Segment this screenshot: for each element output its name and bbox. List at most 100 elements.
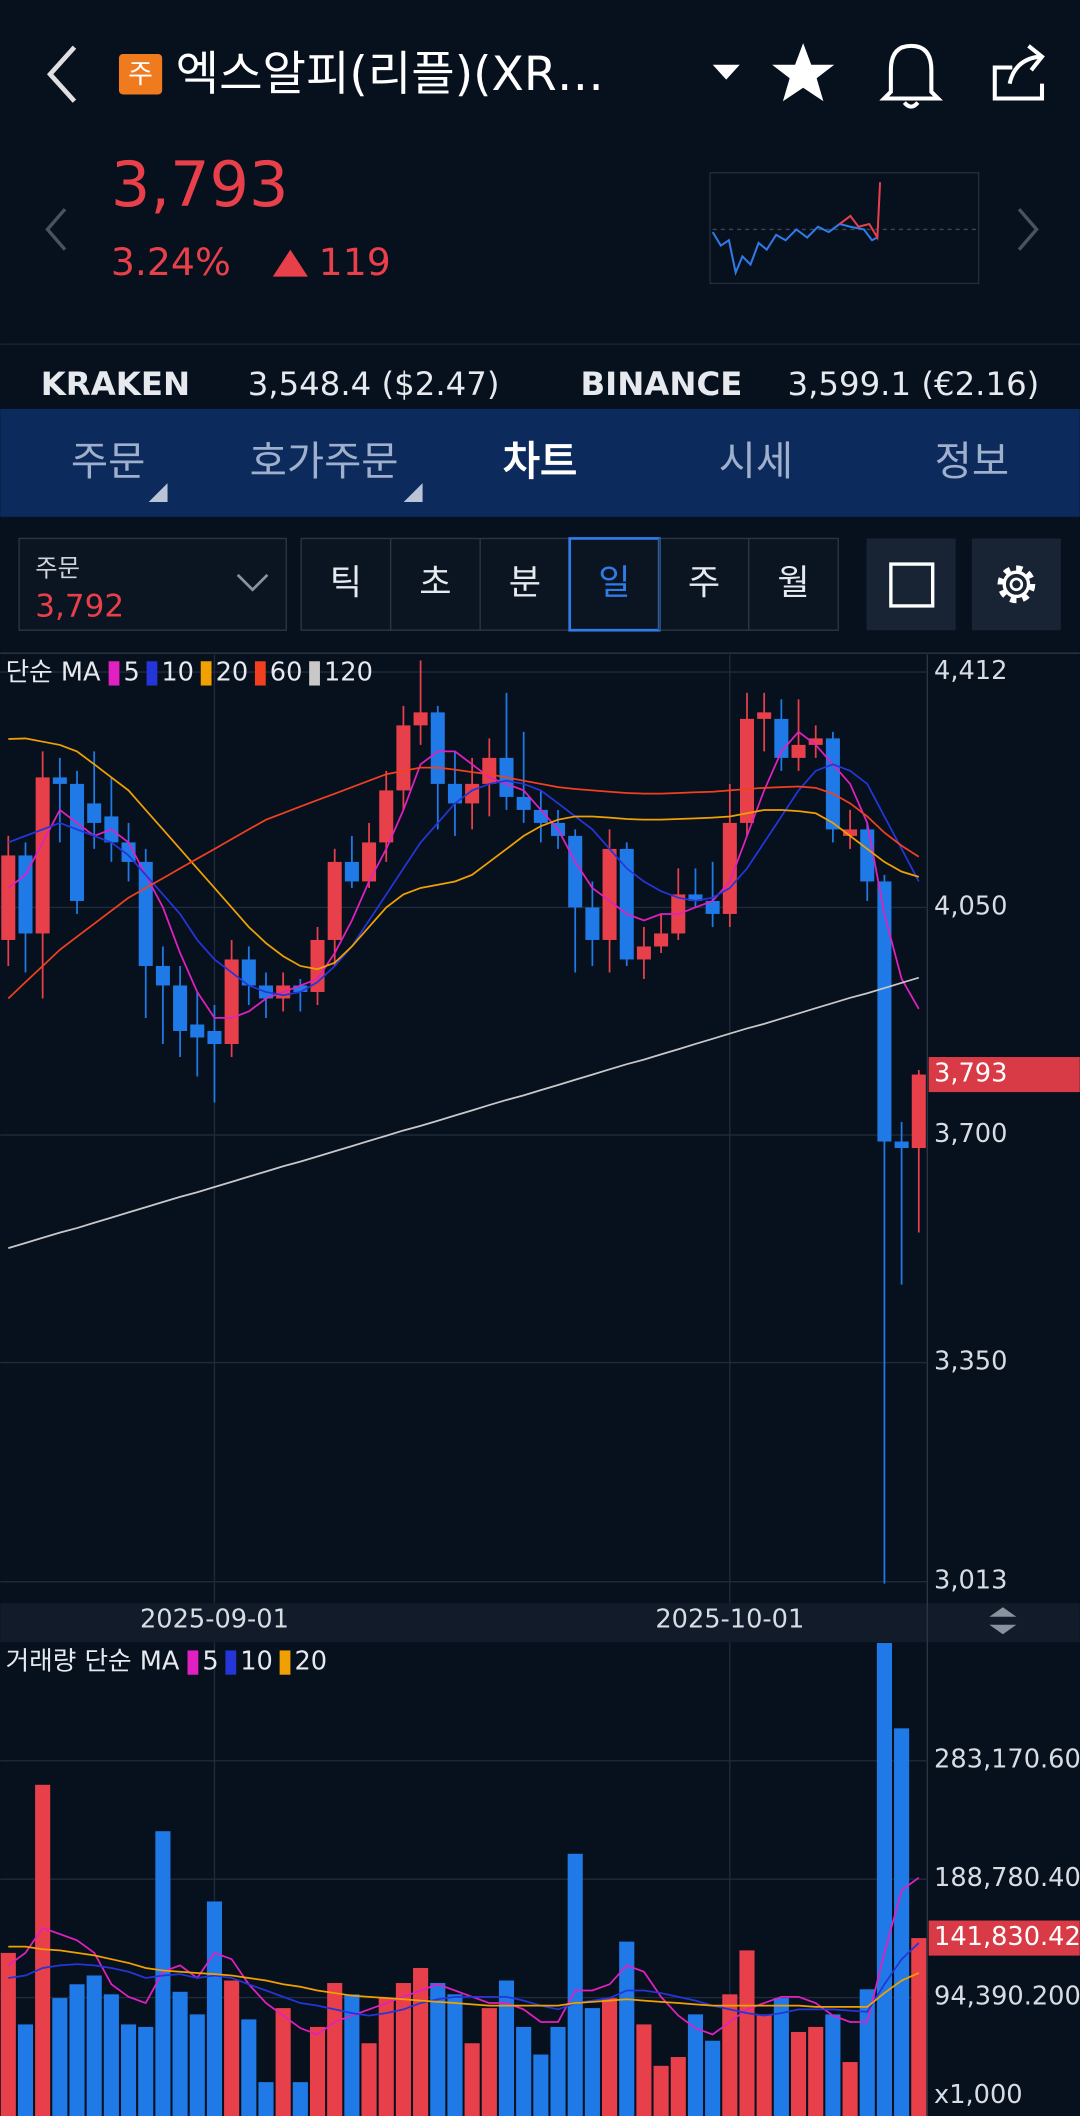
- share-button[interactable]: [992, 44, 1045, 101]
- candle-body: [911, 1074, 926, 1149]
- volume-bar: [292, 2082, 308, 2116]
- order-label: 주문: [35, 553, 80, 582]
- change-rate: 3.24%: [111, 240, 231, 284]
- volume-bar: [722, 1994, 738, 2116]
- y-tick-label: 3,013: [934, 1566, 1007, 1596]
- tab-bar: [0, 408, 1080, 517]
- alarm-button[interactable]: [879, 43, 943, 109]
- timeframe-button[interactable]: 틱: [330, 562, 362, 603]
- badge: [118, 53, 163, 95]
- volume-bar: [464, 2043, 480, 2116]
- candle-body: [241, 959, 256, 986]
- candle-body: [705, 900, 720, 914]
- timeframe-button[interactable]: 분: [509, 562, 541, 603]
- dropdown-button[interactable]: [712, 64, 740, 80]
- gear-hub: [1009, 577, 1024, 592]
- volume-bar: [653, 2065, 669, 2116]
- volume-bar: [206, 1901, 223, 2116]
- favorite-button[interactable]: [772, 43, 835, 102]
- candle-body: [69, 783, 85, 901]
- timeframe-button[interactable]: 주: [688, 562, 720, 603]
- legend-swatch: [200, 661, 212, 686]
- volume-bar: [619, 1941, 635, 2116]
- volume-bar: [550, 2026, 566, 2116]
- tab[interactable]: 호가주문: [250, 437, 399, 485]
- layout-icon: [889, 562, 935, 608]
- legend-swatch: [108, 661, 120, 686]
- timeframe-button[interactable]: 일: [598, 562, 630, 603]
- volume-bar: [825, 2014, 841, 2116]
- legend-label: 10: [161, 657, 194, 687]
- legend-title: 단순 MA: [6, 657, 101, 687]
- volume-bar: [790, 2031, 807, 2116]
- resize-icon[interactable]: [989, 1607, 1017, 1617]
- volume-bar: [361, 2043, 377, 2116]
- title: 엑스알피(리플)(XR…: [176, 47, 604, 102]
- x-tick-label: 2025-10-01: [655, 1605, 804, 1635]
- volume-bar: [516, 2026, 532, 2116]
- order-box[interactable]: [18, 537, 287, 631]
- volume-bar: [395, 1983, 411, 2116]
- volume-bar: [224, 1980, 240, 2116]
- candle-body: [87, 803, 102, 823]
- volume-bar: [52, 1998, 68, 2116]
- y-tick-label: 3,350: [934, 1347, 1007, 1377]
- timeframe-button[interactable]: 초: [419, 562, 451, 603]
- legend-swatch: [225, 1650, 237, 1675]
- exchange-quote: 3,599.1 (€2.16): [787, 365, 1039, 403]
- volume-bar: [327, 1983, 343, 2116]
- candle-body: [602, 848, 617, 940]
- candle-body: [482, 757, 497, 784]
- volume-bar: [584, 2008, 600, 2116]
- tab[interactable]: 주문: [71, 437, 145, 485]
- prev-button[interactable]: [45, 208, 67, 251]
- candle-body: [860, 829, 875, 882]
- volume-bar: [35, 1784, 51, 2116]
- candle-body: [722, 822, 737, 914]
- volume-bar: [275, 2008, 291, 2116]
- candle-body: [877, 881, 892, 1142]
- y-tick-label: 188,780.401: [934, 1863, 1080, 1893]
- tab[interactable]: 시세: [719, 437, 793, 485]
- candle-body: [327, 861, 342, 940]
- ma-line: [7, 763, 920, 997]
- ma-line: [7, 1876, 920, 2036]
- volume-bar: [86, 1975, 102, 2116]
- gear-icon: [1002, 570, 1031, 599]
- legend-swatch: [279, 1650, 291, 1675]
- layout-button[interactable]: [866, 538, 956, 631]
- exchange-quote: 3,548.4 ($2.47): [248, 365, 500, 403]
- candle-body: [636, 946, 651, 960]
- candle-body: [654, 933, 669, 947]
- volume-bar: [241, 2019, 257, 2116]
- mini-chart: [709, 172, 980, 285]
- volume-bar: [447, 1994, 463, 2116]
- candle-body: [843, 829, 858, 836]
- ma-line: [8, 1945, 920, 2008]
- volume-bar: [189, 2014, 205, 2116]
- volume-bar: [69, 1984, 85, 2116]
- volume-bar: [705, 2040, 721, 2116]
- volume-bar: [103, 1994, 119, 2116]
- volume-bar: [773, 1998, 789, 2116]
- candle-body: [224, 959, 239, 1044]
- tab-corner: [403, 483, 423, 503]
- candle-body: [190, 1024, 205, 1038]
- volume-bar: [138, 2026, 154, 2116]
- volume-bar: [378, 1998, 394, 2116]
- tab[interactable]: 정보: [935, 437, 1009, 485]
- timeframe-button[interactable]: 월: [777, 562, 809, 603]
- up-icon: [272, 249, 308, 277]
- back-button[interactable]: [46, 45, 77, 103]
- order-price: 3,792: [35, 588, 124, 624]
- ma-line: [8, 976, 920, 1249]
- candle-body: [207, 1030, 222, 1044]
- candle-body: [52, 777, 67, 784]
- volume-bar: [808, 2026, 824, 2116]
- candle-body: [585, 907, 600, 940]
- tab-active[interactable]: 차트: [503, 437, 577, 485]
- candle-body: [138, 861, 153, 966]
- candle-body: [825, 738, 840, 830]
- next-button[interactable]: [1017, 208, 1039, 251]
